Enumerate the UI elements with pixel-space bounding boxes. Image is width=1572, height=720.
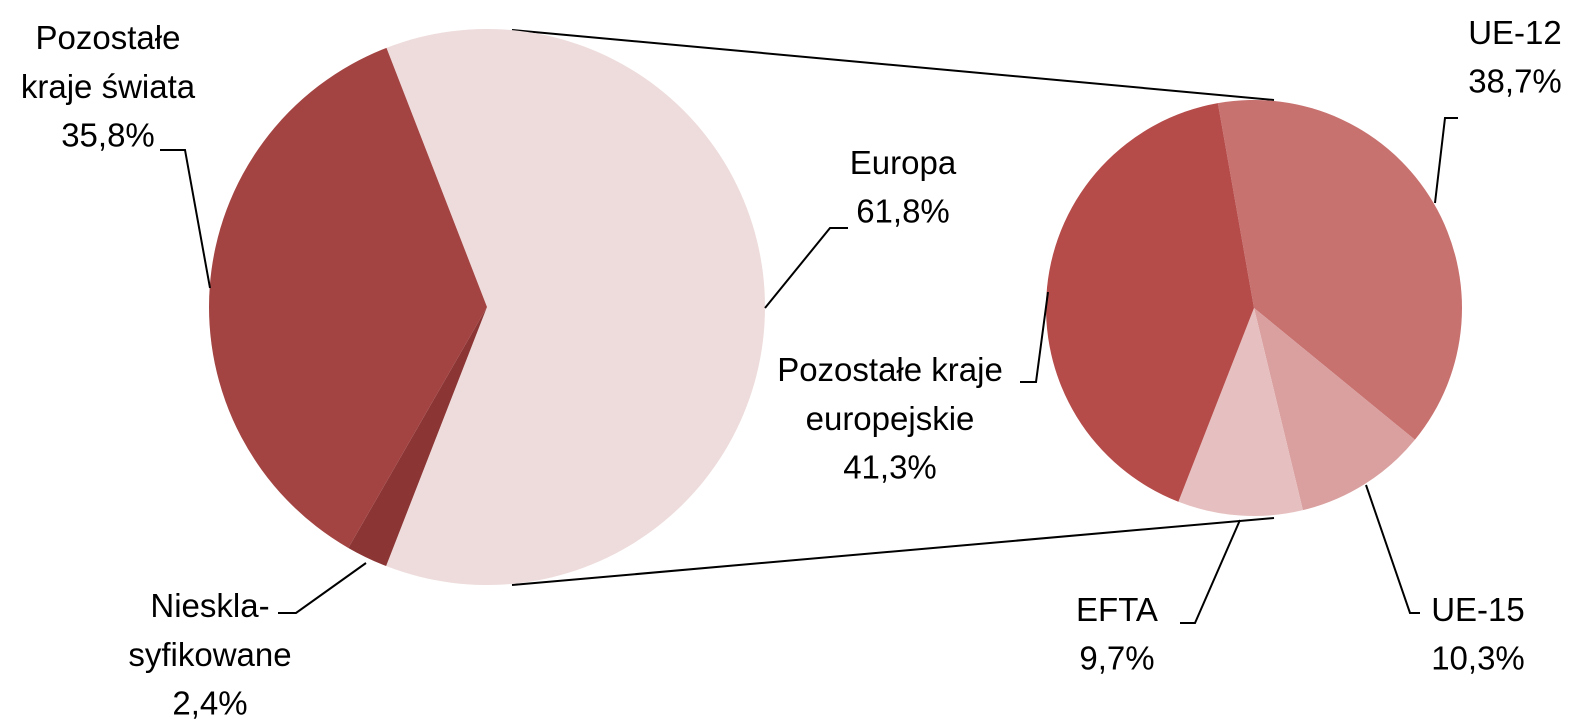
slice-label: Europa (850, 144, 957, 181)
connector-line (511, 29, 1275, 101)
pie-slice (1178, 308, 1303, 516)
pie-slice (1217, 100, 1463, 440)
pie-slice (1045, 103, 1254, 502)
value-label: 61,8% (856, 193, 950, 230)
pie-slice (1254, 308, 1415, 511)
label-line: UE-15 (1431, 591, 1525, 628)
leader-line (278, 562, 367, 614)
leader-line (764, 227, 848, 309)
label-line: europejskie (806, 400, 975, 437)
slice-label: Nieskla-syfikowane (128, 587, 291, 673)
value-label: 2,4% (172, 685, 247, 720)
label-line: Pozostałe kraje (777, 351, 1003, 388)
leader-line (1365, 484, 1420, 614)
leader-line (160, 149, 211, 289)
value-label: 38,7% (1468, 63, 1562, 100)
slice-label: Pozostałe kraje europejskie (777, 351, 1003, 437)
value-label: 35,8% (61, 117, 155, 154)
label-line: kraje świata (21, 68, 196, 105)
label-line: Pozostałe (36, 19, 181, 56)
pie-slice (386, 29, 765, 586)
leader-line (1180, 519, 1241, 624)
value-label: 10,3% (1431, 640, 1525, 677)
value-label: 9,7% (1079, 640, 1154, 677)
pie-slice (348, 307, 487, 567)
label-line: Europa (850, 144, 957, 181)
label-line: syfikowane (128, 636, 291, 673)
pie-slice (209, 47, 488, 548)
slice-label: UE-15 (1431, 591, 1525, 628)
slice-label: EFTA (1076, 591, 1158, 628)
leader-line (1020, 291, 1049, 383)
value-label: 41,3% (843, 449, 937, 486)
slice-label: UE-12 (1468, 14, 1562, 51)
label-line: UE-12 (1468, 14, 1562, 51)
label-line: Nieskla- (150, 587, 269, 624)
connector-line (511, 517, 1275, 586)
leader-line (1434, 117, 1458, 204)
label-line: EFTA (1076, 591, 1158, 628)
slice-label: Pozostałe kraje świata (21, 19, 196, 105)
